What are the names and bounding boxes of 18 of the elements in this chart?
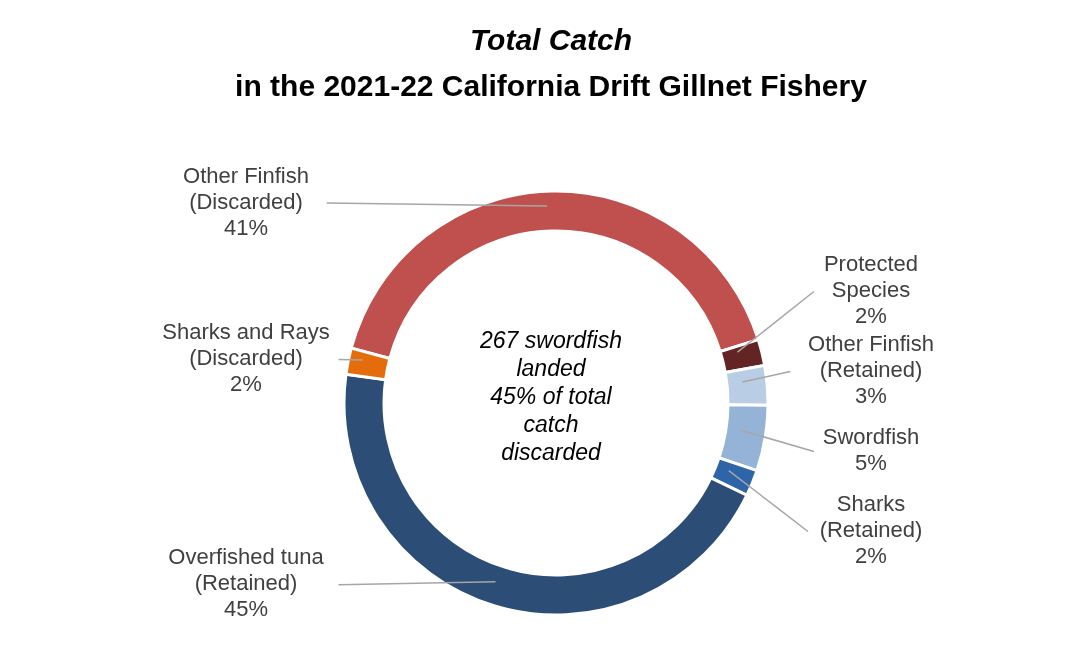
slice-label: Sharks and Rays (Discarded) <box>162 319 330 371</box>
slice-label: Protected Species <box>823 251 919 303</box>
chart-title: Total Catch <box>469 23 633 56</box>
slice-label: Other Finfish (Retained) <box>808 331 934 383</box>
slice-label: Overfished tuna (Retained) <box>168 544 325 596</box>
slice-label: Other Finfish (Discarded) <box>183 162 309 214</box>
data-label: 3% <box>855 383 887 409</box>
data-label: 41% <box>223 214 269 240</box>
data-label: 2% <box>230 371 262 397</box>
data-label: 2% <box>855 543 887 569</box>
slice-label: Swordfish <box>822 424 920 450</box>
chart-subtitle: in the 2021-22 California Drift Gillnet Fishery <box>235 69 868 102</box>
text: 267 swordfish landed <box>479 327 622 382</box>
data-label: 45% <box>223 596 269 622</box>
data-label: 5% <box>855 450 887 476</box>
data-label: 2% <box>855 303 887 329</box>
text: 45% of total catch discarded <box>490 383 613 466</box>
slice-label: Sharks (Retained) <box>819 491 923 543</box>
